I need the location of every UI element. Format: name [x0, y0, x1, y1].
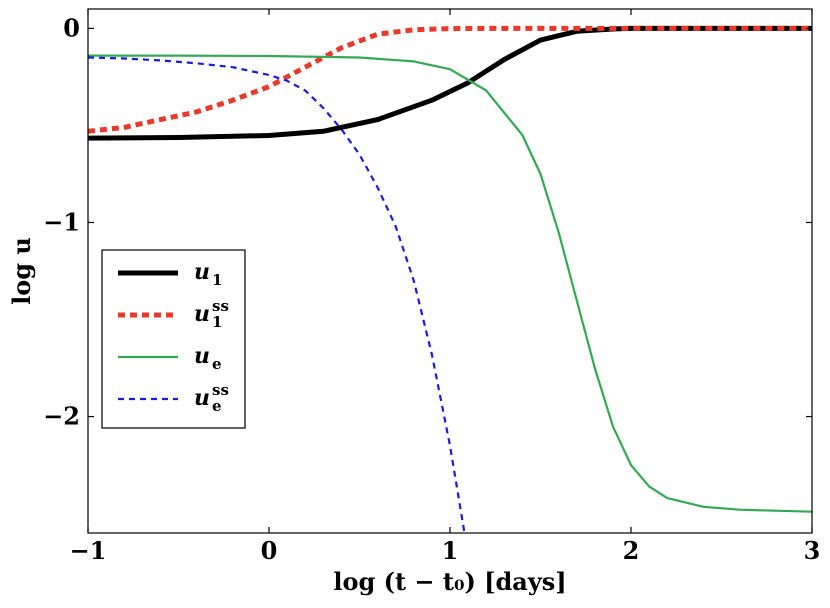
series-line-u1	[88, 25, 812, 141]
x-tick-label: 1	[442, 536, 459, 565]
legend-item-u1ss: u ss 1	[118, 297, 229, 331]
x-axis-label: log (t − t₀) [days]	[333, 567, 566, 596]
x-tick-label: −1	[70, 536, 107, 565]
legend-box	[101, 249, 246, 429]
y-tick-label: −2	[43, 402, 80, 431]
legend-item-uess: u ss e	[118, 381, 229, 415]
legend-label: u ss e	[194, 381, 229, 415]
series-line-uess	[88, 56, 466, 533]
y-tick-label: 0	[63, 13, 80, 42]
legend-label: u ss 1	[194, 297, 229, 331]
series-line-u1ss	[88, 25, 812, 134]
x-tick-label: 3	[804, 536, 821, 565]
x-tick-label: 0	[261, 536, 278, 565]
series-line-ue	[88, 54, 812, 513]
x-tick-label: 2	[623, 536, 640, 565]
y-tick-label: −1	[43, 207, 80, 236]
y-axis-label: log u	[7, 237, 36, 305]
legend: u 1 u ss 1 u e u ss e	[101, 249, 246, 429]
